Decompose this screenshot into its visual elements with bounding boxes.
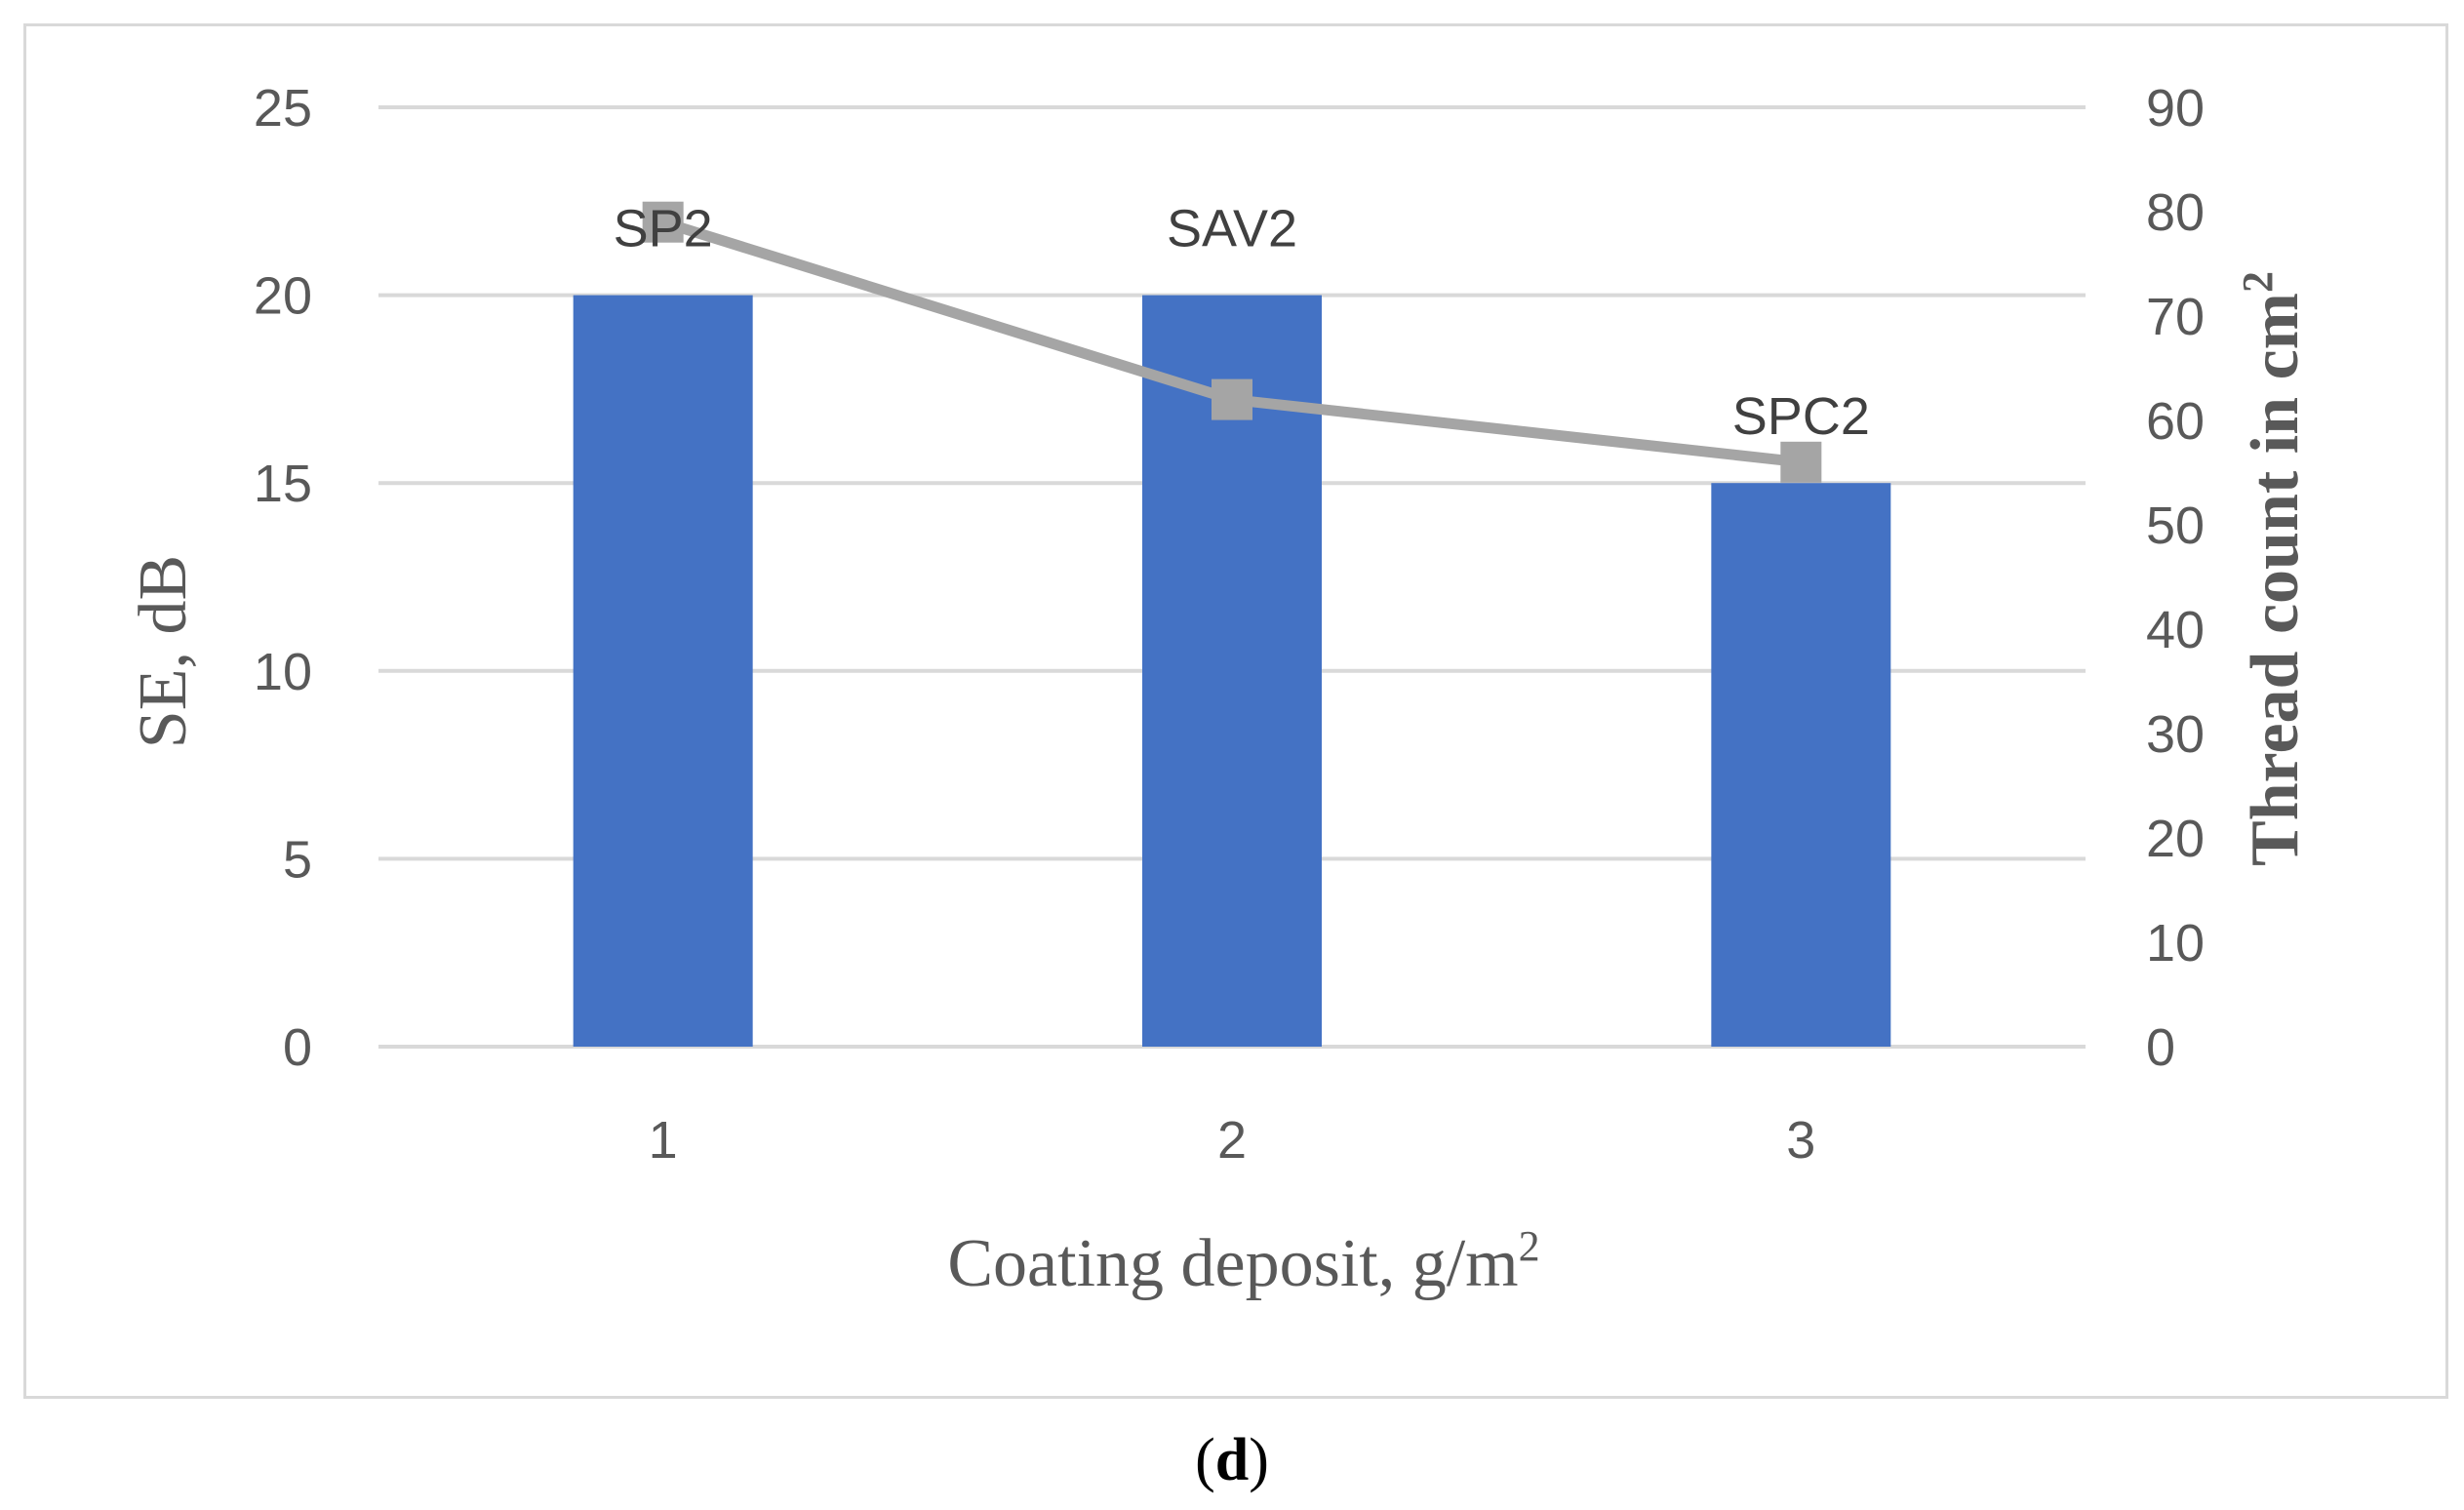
- x-axis-title-sup: 2: [1519, 1222, 1540, 1270]
- axis-ticks: 0 5 10 15 20 25 0 10 20 30 40 50 60 70 80 90 1 2 3: [254, 79, 2205, 1170]
- x-tick-label: 2: [1217, 1111, 1247, 1170]
- y-tick-label: 25: [254, 79, 312, 138]
- bar: [573, 295, 753, 1048]
- x-axis-title-text: Coating deposit, g/m: [947, 1226, 1518, 1301]
- x-axis-title: Coating deposit, g/m2: [947, 1222, 1539, 1301]
- y2-tick-label: 10: [2146, 914, 2205, 973]
- bar: [1142, 295, 1322, 1048]
- caption-letter: d: [1214, 1427, 1250, 1493]
- x-tick-label: 1: [649, 1111, 678, 1170]
- y2-tick-label: 30: [2146, 705, 2205, 764]
- caption-open: (: [1195, 1427, 1215, 1493]
- bar-series: [573, 295, 1891, 1048]
- y2-tick-label: 80: [2146, 183, 2205, 242]
- y-tick-label: 0: [283, 1018, 312, 1077]
- x-tick-label: 3: [1786, 1111, 1815, 1170]
- y-tick-label: 10: [254, 643, 312, 701]
- y-tick-label: 15: [254, 455, 312, 513]
- y2-tick-label: 90: [2146, 79, 2205, 138]
- bar: [1711, 483, 1891, 1047]
- y2-tick-label: 20: [2146, 810, 2205, 868]
- y2-tick-label: 70: [2146, 288, 2205, 346]
- bar-data-label: SAV2: [1167, 200, 1297, 258]
- y-tick-label: 20: [254, 267, 312, 326]
- line-series: [642, 201, 1822, 483]
- line-marker: [1780, 441, 1822, 483]
- y2-axis-title-sup: 2: [2234, 271, 2282, 293]
- y2-axis-title-text: Thread count in cm: [2238, 293, 2313, 866]
- caption-close: ): [1249, 1427, 1269, 1493]
- bar-data-label: SPC2: [1732, 387, 1870, 446]
- data-labels: SP2 SAV2 SPC2: [614, 200, 1870, 447]
- y2-tick-label: 0: [2146, 1018, 2175, 1077]
- line-marker: [1212, 378, 1252, 420]
- y2-axis-title: Thread count in cm2: [2234, 271, 2313, 866]
- y-tick-label: 5: [283, 830, 312, 889]
- figure-caption: (d): [0, 1426, 2464, 1495]
- y2-tick-label: 40: [2146, 601, 2205, 659]
- y2-tick-label: 60: [2146, 392, 2205, 451]
- line-marker: [642, 201, 684, 243]
- y2-tick-label: 50: [2146, 497, 2205, 555]
- y-axis-title: SE, dB: [126, 555, 201, 748]
- bar-data-label: SP2: [614, 200, 713, 258]
